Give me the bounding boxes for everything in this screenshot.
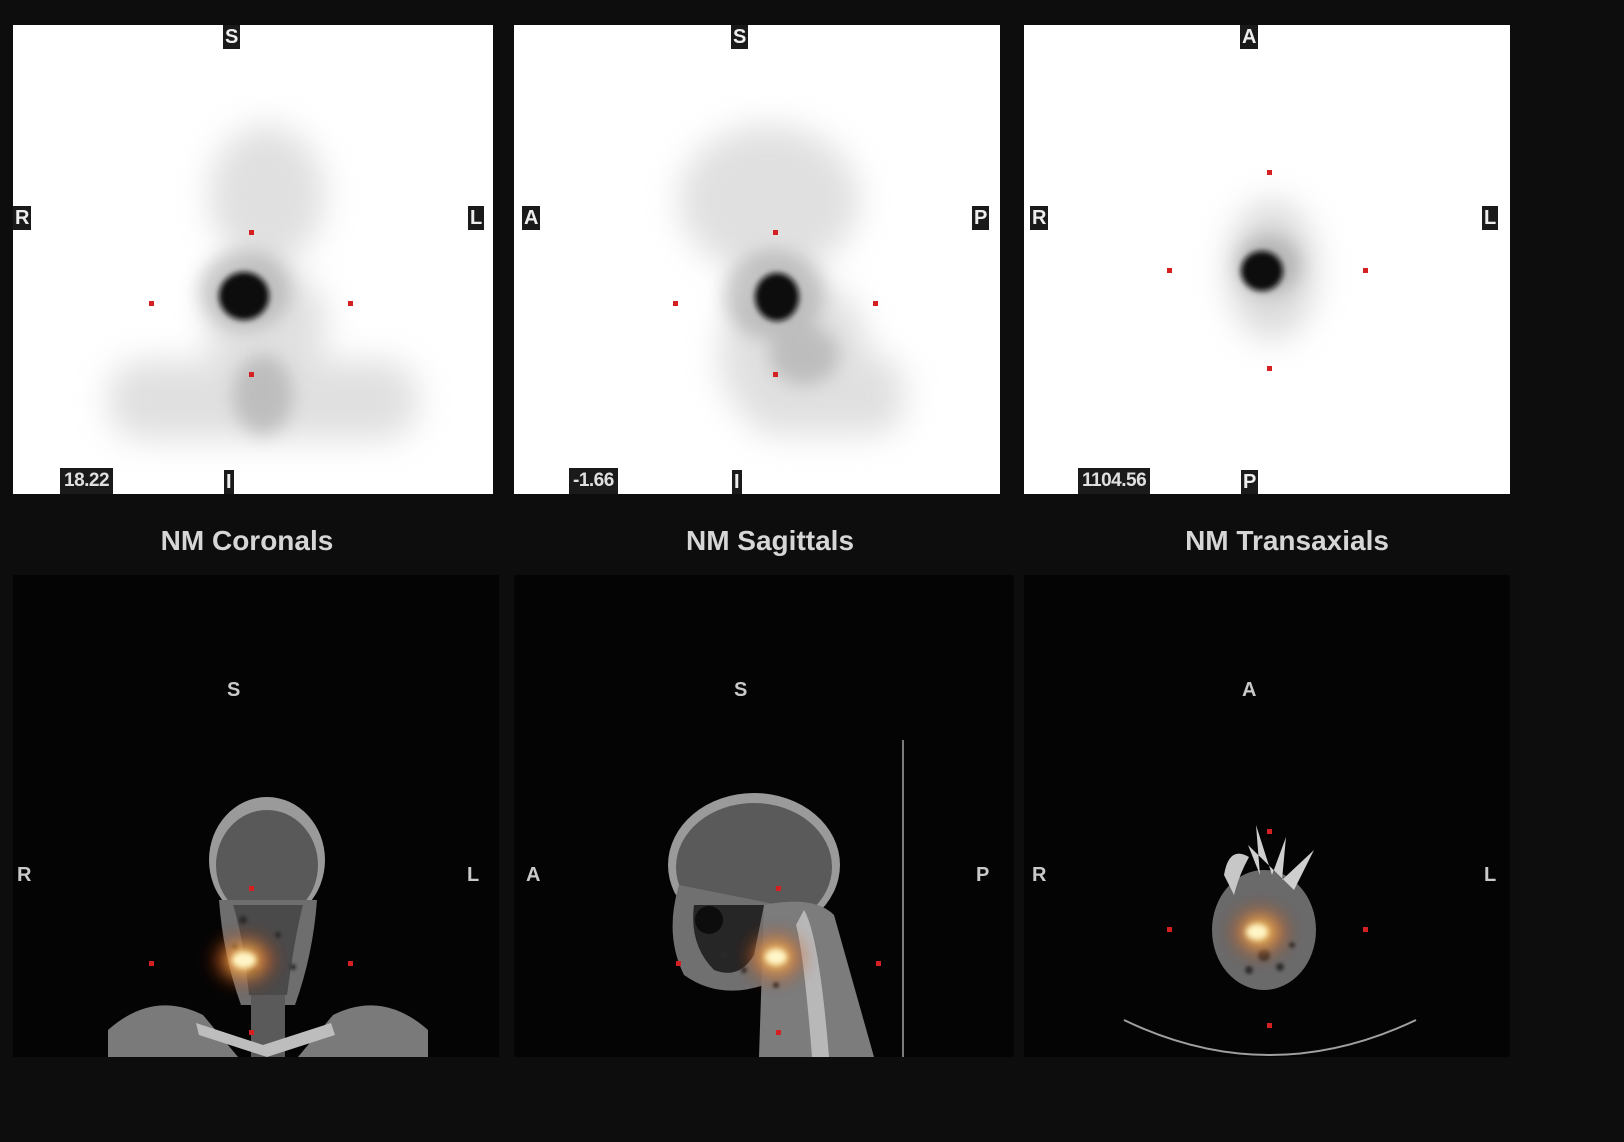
- orientation-top: A: [1240, 25, 1259, 49]
- orientation-right: L: [1484, 864, 1497, 886]
- orientation-bottom: I: [732, 470, 742, 494]
- title-nm-sagittals: NM Sagittals: [685, 525, 855, 556]
- orientation-left: R: [13, 206, 32, 230]
- orientation-top: S: [223, 25, 241, 49]
- orientation-left: R: [1032, 864, 1047, 886]
- crosshair-markers: [1167, 829, 1368, 1028]
- orientation-right: P: [976, 864, 990, 886]
- nm-transaxial-image: [1167, 170, 1368, 371]
- ct-coronal-viewport[interactable]: S R L: [13, 575, 499, 1057]
- orientation-bottom: P: [1241, 470, 1259, 494]
- crosshair-markers: [676, 886, 881, 1035]
- crosshair-markers: [149, 230, 353, 377]
- orientation-top: S: [731, 25, 749, 49]
- nm-sagittal-viewport[interactable]: S A P I -1.66: [514, 25, 1000, 494]
- title-nm-transaxials: NM Transaxials: [1185, 525, 1389, 556]
- orientation-top: S: [734, 679, 748, 701]
- nm-coronal-image: [108, 125, 418, 440]
- orientation-top: A: [1242, 679, 1257, 701]
- orientation-left: A: [522, 206, 541, 230]
- orientation-left: A: [526, 864, 541, 886]
- nm-transaxial-viewport[interactable]: A R L P 1104.56: [1024, 25, 1510, 494]
- orientation-left: R: [1030, 206, 1049, 230]
- title-nm-coronals: NM Coronals: [160, 525, 334, 556]
- nm-coronal-viewport[interactable]: S R L I 18.22: [13, 25, 493, 494]
- crosshair-markers: [1167, 170, 1368, 371]
- orientation-left: R: [17, 864, 32, 886]
- ct-transaxial-viewport[interactable]: A R L: [1024, 575, 1510, 1057]
- orientation-top: S: [227, 679, 241, 701]
- slice-value: -1.66: [569, 468, 618, 494]
- crosshair-markers: [149, 886, 353, 1035]
- orientation-right: L: [468, 206, 485, 230]
- ct-sagittal-fusion-image: [668, 740, 904, 1057]
- ct-coronal-fusion-image: [108, 797, 428, 1057]
- orientation-bottom: I: [224, 470, 234, 494]
- ct-sagittal-viewport[interactable]: S A P: [514, 575, 1014, 1057]
- orientation-right: L: [1482, 206, 1499, 230]
- orientation-right: L: [467, 864, 480, 886]
- slice-value: 1104.56: [1078, 468, 1151, 494]
- slice-value: 18.22: [60, 468, 114, 494]
- nm-sagittal-image: [673, 125, 904, 435]
- crosshair-markers: [673, 230, 878, 377]
- ct-transaxial-fusion-image: [1123, 825, 1417, 1056]
- orientation-right: P: [972, 206, 990, 230]
